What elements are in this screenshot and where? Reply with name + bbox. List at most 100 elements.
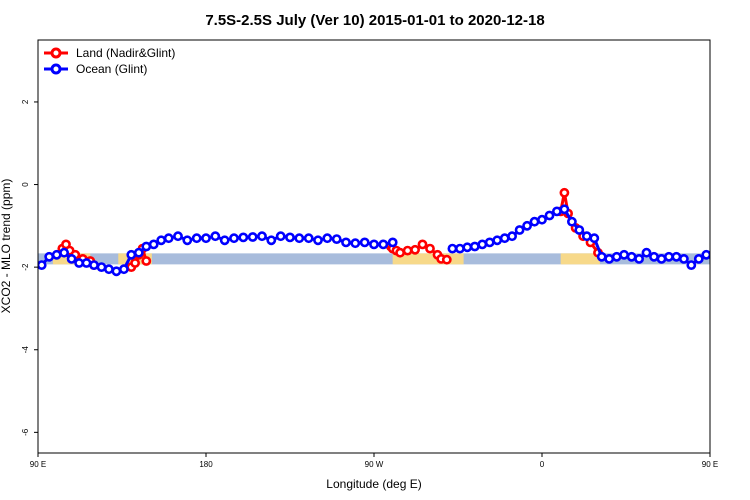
ocean-data-point <box>462 242 473 253</box>
legend: Land (Nadir&Glint) Ocean (Glint) <box>44 46 175 76</box>
land-series-line <box>729 247 750 268</box>
land-data-point <box>425 243 435 254</box>
y-tick-label: 0 <box>21 182 30 187</box>
ocean-data-point <box>322 233 333 244</box>
land-data-point <box>729 243 736 250</box>
ocean-data-point <box>378 239 389 250</box>
ocean-data-point <box>350 238 361 249</box>
x-tick-label: 90 W <box>365 460 384 469</box>
ocean-data-point <box>294 233 305 244</box>
x-axis: 90 E 180 90 W 0 90 E <box>30 453 718 469</box>
chart-title: 7.5S-2.5S July (Ver 10) 2015-01-01 to 20… <box>205 12 544 29</box>
ocean-data-point <box>81 258 92 268</box>
ocean-data-point <box>210 231 221 242</box>
y-tick-label: -6 <box>21 428 30 436</box>
ocean-data-point <box>454 243 465 254</box>
ocean-data-point <box>626 251 637 262</box>
land-data-point <box>441 254 452 265</box>
ocean-data-point <box>369 239 379 250</box>
ocean-data-point <box>701 249 710 260</box>
ocean-data-point <box>133 247 144 258</box>
ocean-data-point <box>649 251 659 262</box>
land-data-point <box>559 187 570 198</box>
land-data-point <box>733 247 740 254</box>
y-tick-label: -4 <box>21 346 30 354</box>
ocean-data-point <box>589 233 600 244</box>
ocean-data-point <box>581 231 592 242</box>
ocean-data-point <box>341 237 351 248</box>
ocean-data-point <box>219 235 230 246</box>
ocean-data-point <box>679 253 689 264</box>
ocean-data-point <box>619 249 629 260</box>
ocean-data-point <box>725 259 732 266</box>
ocean-data-point <box>266 235 277 246</box>
ocean-data-point <box>596 251 607 262</box>
ocean-data-point <box>544 210 555 221</box>
y-axis: 2 0 -2 -4 -6 <box>21 99 38 436</box>
y-axis-label: XCO2 - MLO trend (ppm) <box>0 179 13 314</box>
land-data-point <box>417 239 428 250</box>
ocean-data-point <box>387 237 398 248</box>
land-data-point <box>725 245 732 252</box>
ocean-data-point <box>191 233 202 244</box>
ocean-data-point <box>718 257 725 264</box>
x-axis-label: Longitude (deg E) <box>326 477 421 491</box>
ocean-data-point <box>537 214 547 225</box>
ocean-data-point <box>229 233 239 244</box>
legend-label-land: Land (Nadir&Glint) <box>76 46 175 60</box>
ocean-data-point <box>529 216 540 227</box>
ocean-data-point <box>507 231 517 242</box>
ocean-data-point <box>447 243 458 254</box>
ocean-data-point <box>247 232 258 242</box>
ocean-data-point <box>285 232 295 243</box>
ocean-data-point <box>359 237 370 248</box>
ocean-data-point <box>671 251 682 262</box>
ocean-data-point <box>522 220 532 231</box>
ocean-data-point <box>89 260 99 270</box>
ocean-data-point <box>173 231 183 242</box>
ocean-data-point <box>499 233 510 244</box>
ocean-data-point <box>477 239 488 250</box>
ocean-data-point <box>611 251 622 262</box>
ocean-data-point <box>201 233 211 244</box>
ocean-data-point <box>740 262 747 269</box>
ocean-data-point <box>257 231 267 242</box>
ocean-data-point <box>604 253 615 264</box>
ocean-data-point <box>44 251 55 262</box>
ocean-data-point <box>514 225 525 235</box>
y-tick-label: 2 <box>21 99 30 104</box>
ocean-data-point <box>111 266 122 277</box>
ocean-data-point <box>641 247 652 258</box>
ocean-data-point <box>59 247 69 258</box>
y-tick-label: -2 <box>21 263 30 271</box>
ocean-data-point <box>163 233 174 244</box>
legend-marker-ocean <box>50 63 62 75</box>
ocean-data-point <box>119 264 129 275</box>
ocean-data-point <box>104 264 114 275</box>
x-tick-label: 90 E <box>702 460 718 469</box>
ocean-data-point <box>313 235 323 246</box>
land-data-point <box>395 247 405 258</box>
series-layer <box>38 187 750 277</box>
ocean-data-point <box>664 251 674 262</box>
x-tick-label: 90 E <box>30 460 46 469</box>
ocean-data-point <box>331 234 342 244</box>
ocean-data-point <box>708 253 710 260</box>
ocean-data-point <box>126 249 137 260</box>
ocean-data-point <box>492 235 503 246</box>
ocean-data-point <box>275 231 286 242</box>
ocean-data-point <box>148 239 159 250</box>
ocean-data-point <box>469 241 480 252</box>
ocean-data-point <box>552 206 562 217</box>
ocean-data-point <box>303 233 314 244</box>
ocean-data-point <box>559 204 570 215</box>
land-data-point <box>130 258 140 268</box>
x-tick-label: 180 <box>199 460 213 469</box>
ocean-data-point <box>693 253 704 264</box>
ocean-data-point <box>733 259 740 266</box>
ocean-data-point <box>574 225 585 235</box>
legend-marker-land <box>50 47 62 59</box>
ocean-data-point <box>182 235 193 246</box>
land-data-point <box>402 245 413 256</box>
